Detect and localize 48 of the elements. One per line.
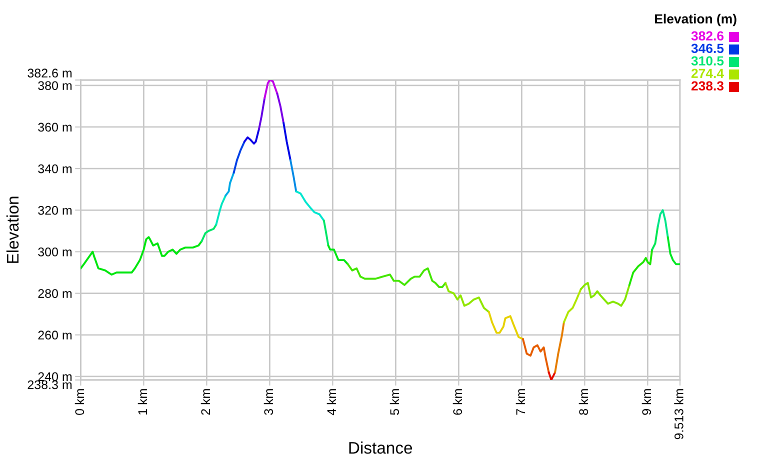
- x-tick-label: 9 km: [642, 389, 652, 415]
- line-series: [295, 190, 325, 222]
- line-series: [656, 209, 669, 238]
- y-axis-title: Elevation: [6, 196, 19, 263]
- line-series: [224, 172, 235, 197]
- line-series: [200, 224, 218, 242]
- color-bar-label: 382.6: [691, 31, 724, 41]
- x-tick-label: 5 km: [390, 389, 400, 415]
- line-series: [562, 288, 582, 324]
- line-series: [628, 248, 654, 286]
- x-tick-label: 7 km: [516, 389, 525, 415]
- x-axis-title: Distance: [349, 442, 412, 454]
- y-tick-label: 300 m: [38, 248, 72, 256]
- y-tick-label: 360 m: [38, 122, 72, 132]
- line-series: [264, 80, 278, 99]
- line-series: [215, 194, 227, 226]
- x-tick-label: 9.513 km: [674, 389, 684, 440]
- x-tick-label: 0 km: [74, 389, 84, 415]
- color-bar-label: 238.3: [691, 81, 724, 91]
- line-series: [80, 236, 203, 276]
- x-tick-label: 4 km: [326, 389, 336, 416]
- line-series: [666, 236, 680, 266]
- y-tick-label: 380 m: [38, 81, 72, 90]
- line-series: [444, 282, 490, 313]
- y-tick-label: 340 m: [38, 164, 72, 174]
- line-series: [554, 321, 565, 374]
- color-bar-label: 346.5: [691, 44, 724, 54]
- line-series: [346, 263, 446, 288]
- color-bar-label: 310.5: [691, 56, 724, 66]
- color-bar-title: Elevation (m): [655, 14, 736, 26]
- line-series: [522, 338, 550, 374]
- x-tick-label: 3 km: [264, 389, 274, 415]
- y-tick-label: 238.3 m: [28, 380, 72, 390]
- x-tick-label: 8 km: [578, 389, 588, 415]
- color-bar-label: 274.4: [691, 68, 724, 78]
- x-tick-label: 2 km: [200, 389, 210, 415]
- y-tick-label: 260 m: [38, 330, 72, 340]
- x-tick-label: 6 km: [452, 389, 462, 415]
- line-series: [244, 128, 260, 145]
- line-series: [488, 311, 524, 340]
- y-tick-label: 240 m: [38, 372, 72, 382]
- line-series: [580, 282, 630, 307]
- y-tick-label: 280 m: [38, 289, 72, 298]
- x-tick-label: 1 km: [138, 389, 147, 414]
- y-tick-label: 382.6 m: [28, 68, 72, 78]
- line-series: [232, 140, 246, 174]
- y-tick-label: 320 m: [38, 206, 72, 215]
- line-series: [327, 244, 349, 266]
